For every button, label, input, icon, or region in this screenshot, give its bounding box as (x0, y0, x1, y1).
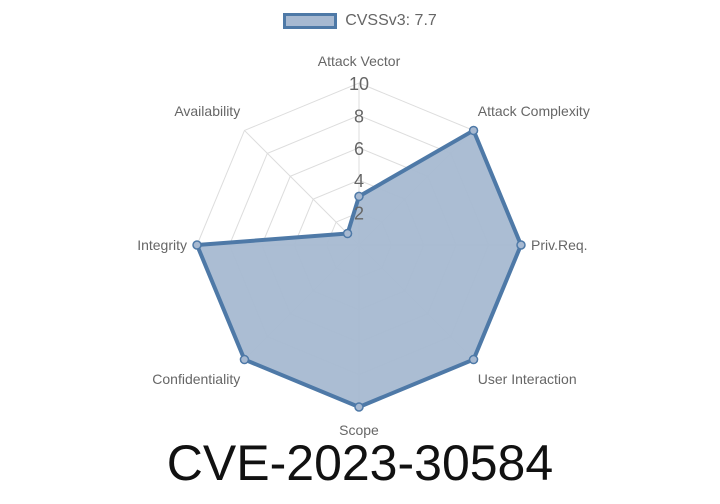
tick-label: 6 (354, 139, 364, 159)
tick-label: 4 (354, 171, 364, 191)
data-point (354, 402, 364, 412)
axis-label: Confidentiality (152, 371, 240, 387)
grid-spoke (244, 130, 360, 246)
data-point (468, 125, 479, 136)
axis-label: Attack Vector (318, 53, 401, 69)
axis-label: Priv.Req. (531, 237, 588, 253)
legend-swatch (283, 13, 338, 29)
data-point (354, 191, 364, 202)
data-point (192, 240, 202, 250)
axis-label: Scope (339, 422, 379, 438)
tick-label: 2 (354, 204, 364, 224)
tick-label: 10 (349, 74, 369, 94)
data-point (342, 228, 353, 239)
axis-label: User Interaction (478, 371, 577, 387)
axis-label: Integrity (137, 237, 187, 253)
legend[interactable]: CVSSv3: 7.7 (0, 12, 720, 30)
data-point (468, 354, 479, 365)
data-point (239, 354, 250, 365)
tick-label: 8 (354, 106, 364, 126)
data-point (516, 240, 526, 250)
axis-label: Attack Complexity (478, 103, 590, 119)
axis-label: Availability (174, 103, 240, 119)
page-title: CVE-2023-30584 (166, 435, 554, 491)
legend-label: CVSSv3: 7.7 (345, 12, 437, 29)
